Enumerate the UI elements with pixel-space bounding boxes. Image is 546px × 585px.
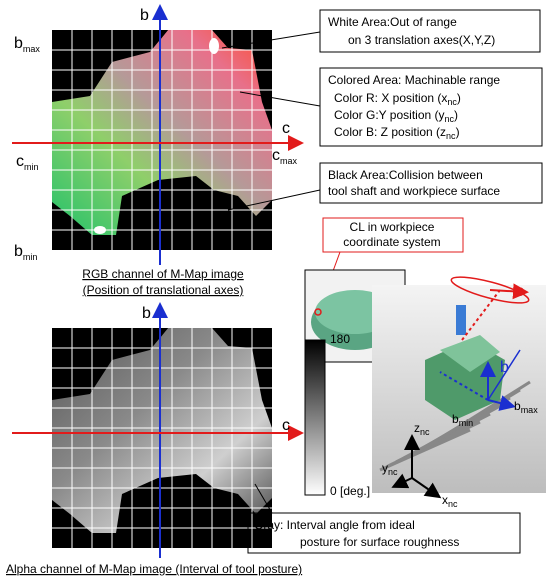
line-end: ) (454, 108, 458, 122)
callout-text: Color G:Y position (ync) (334, 108, 458, 124)
caption: Alpha channel of M-Map image (Interval o… (6, 562, 302, 576)
line-text: Color G:Y position (y (334, 108, 445, 122)
c-label: c (516, 283, 524, 300)
label-sub: min (23, 252, 38, 262)
colorbar-label: 0 [deg.] (330, 484, 370, 498)
caption: RGB channel of M-Map image (82, 267, 244, 281)
label-sub: max (280, 156, 298, 166)
line-sub: nc (445, 114, 455, 124)
label-sub: max (23, 44, 41, 54)
line-text: Color R: X position (x (334, 91, 447, 105)
b-max-label: bmax (14, 35, 40, 54)
tool (456, 305, 466, 335)
caption: (Position of translational axes) (83, 283, 244, 297)
label-sub: nc (448, 499, 458, 509)
b-label: b (500, 359, 509, 376)
callout-text: coordinate system (343, 235, 440, 249)
c-max-label: cmax (272, 147, 298, 166)
callout-text: White Area:Out of range (328, 15, 457, 29)
colorbar-label: 180 (330, 332, 350, 346)
b-min-label: bmin (14, 243, 37, 262)
label-sub: nc (420, 427, 430, 437)
callout-text: Color R: X position (xnc) (334, 91, 461, 107)
figure: b c bmax bmin cmin cmax RGB channel of M… (0, 0, 546, 580)
callout-text: on 3 translation axes(X,Y,Z) (348, 33, 495, 47)
label-sub: min (24, 162, 39, 172)
label-sub: max (521, 405, 539, 415)
callout-text: posture for surface roughness (300, 535, 459, 549)
c-min-label: cmin (16, 153, 39, 172)
line-sub: nc (446, 131, 456, 141)
label-base: c (16, 153, 24, 170)
b-axis-label: b (140, 7, 149, 24)
callout-text: Color B: Z position (znc) (334, 125, 460, 141)
label-base: b (14, 243, 23, 260)
label-sub: nc (388, 467, 398, 477)
label-base: c (272, 147, 280, 164)
line-sub: nc (447, 97, 457, 107)
callout-text: tool shaft and workpiece surface (328, 184, 500, 198)
line-text: Color B: Z position (z (334, 125, 446, 139)
line-end: ) (457, 91, 461, 105)
label-sub: min (459, 418, 474, 428)
label-base: b (14, 35, 23, 52)
page: { "rgb_map": { "b_axis": "b", "c_axis": … (0, 0, 546, 580)
out-of-range-spot (209, 38, 219, 54)
b-axis-label: b (142, 305, 151, 322)
c-axis-label: c (282, 120, 290, 137)
callout-text: CL in workpiece (350, 220, 435, 234)
callout-text: Gray: Interval angle from ideal (254, 518, 415, 532)
c-axis-label: c (282, 417, 290, 434)
line-end: ) (456, 125, 460, 139)
callout-text: Colored Area: Machinable range (328, 73, 500, 87)
colorbar (305, 340, 325, 495)
callout-text: Black Area:Collision between (328, 168, 483, 182)
x-axis-label: xnc (442, 493, 458, 509)
